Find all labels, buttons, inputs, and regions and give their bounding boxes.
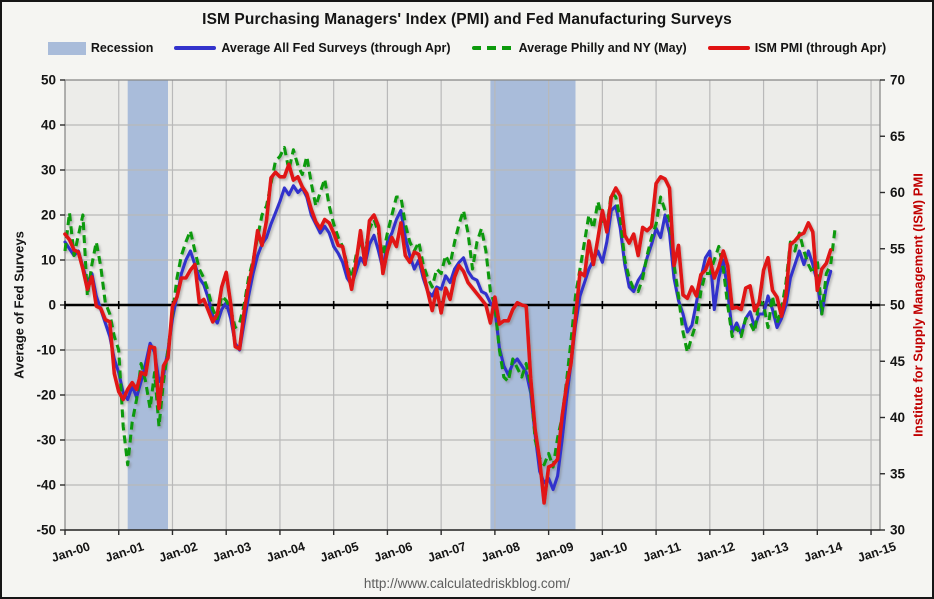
y-right-tick-label: 70 bbox=[890, 73, 905, 88]
legend-label-fed-surveys: Average All Fed Surveys (through Apr) bbox=[221, 41, 451, 55]
x-tick-labels: Jan-00 Jan-01 Jan-02 Jan-03 Jan-04 Jan-05 Jan-… bbox=[50, 539, 898, 565]
x-tick-label: Jan-15 bbox=[856, 539, 898, 565]
y-right-tick-label: 55 bbox=[890, 241, 906, 256]
x-tick-label: Jan-00 bbox=[50, 539, 92, 565]
y-right-tick-label: 30 bbox=[890, 523, 905, 538]
x-tick-label: Jan-01 bbox=[104, 539, 146, 565]
y-left-tick-label: 30 bbox=[41, 163, 56, 178]
y-left-tick-labels: 50 40 30 20 10 0 -10 -20 -30 -40 -50 bbox=[36, 73, 56, 538]
green-dashed-swatch bbox=[471, 46, 514, 50]
legend-item-ism-pmi: ISM PMI (through Apr) bbox=[707, 41, 887, 55]
legend-item-fed-surveys: Average All Fed Surveys (through Apr) bbox=[174, 41, 451, 55]
legend-label-ism-pmi: ISM PMI (through Apr) bbox=[754, 41, 887, 55]
series-line-ism-pmi-through-apr- bbox=[63, 162, 833, 505]
y-left-tick-label: 20 bbox=[41, 208, 56, 223]
x-tick-label: Jan-12 bbox=[695, 539, 737, 565]
y-left-tick-label: 40 bbox=[41, 118, 56, 133]
x-tick-label: Jan-04 bbox=[265, 539, 307, 565]
red-line-swatch bbox=[707, 46, 750, 50]
x-tick-label: Jan-07 bbox=[426, 539, 468, 565]
x-tick-label: Jan-06 bbox=[372, 539, 414, 565]
legend-label-recession: Recession bbox=[90, 41, 154, 55]
legend: Recession Average All Fed Surveys (throu… bbox=[2, 41, 932, 55]
legend-item-recession: Recession bbox=[47, 41, 154, 55]
y-right-tick-label: 50 bbox=[890, 298, 905, 313]
y-left-tick-label: 10 bbox=[41, 253, 56, 268]
recession-swatch bbox=[47, 41, 86, 55]
x-tick-label: Jan-03 bbox=[211, 539, 253, 565]
x-tick-label: Jan-11 bbox=[641, 540, 682, 565]
y-left-tick-label: -10 bbox=[36, 343, 56, 358]
x-tick-label: Jan-13 bbox=[748, 539, 790, 565]
x-tick-label: Jan-14 bbox=[802, 539, 844, 565]
y-left-tick-label: -50 bbox=[36, 523, 56, 538]
y-right-tick-label: 35 bbox=[890, 466, 906, 481]
y-left-axis-title: Average of Fed Surveys bbox=[11, 231, 27, 379]
x-tick-label: Jan-09 bbox=[533, 539, 575, 565]
y-left-tick-label: -40 bbox=[36, 478, 56, 493]
y-right-tick-labels: 70 65 60 55 50 45 40 35 30 bbox=[890, 73, 906, 538]
footer-url: http://www.calculatedriskblog.com/ bbox=[363, 576, 571, 591]
series-line-average-all-fed-surveys-through-apr- bbox=[63, 184, 833, 492]
y-right-tick-label: 60 bbox=[890, 185, 905, 200]
y-left-tick-label: 50 bbox=[41, 73, 56, 88]
x-tick-label: Jan-05 bbox=[318, 539, 360, 565]
y-right-tick-label: 65 bbox=[890, 129, 906, 144]
y-right-tick-label: 40 bbox=[890, 410, 905, 425]
y-left-tick-label: -30 bbox=[36, 433, 56, 448]
blue-line-swatch bbox=[174, 46, 217, 50]
legend-item-philly-ny: Average Philly and NY (May) bbox=[471, 41, 687, 55]
y-right-tick-label: 45 bbox=[890, 354, 906, 369]
x-tick-label: Jan-10 bbox=[587, 539, 629, 565]
x-tick-label: Jan-08 bbox=[480, 539, 522, 565]
x-tick-label: Jan-02 bbox=[157, 539, 199, 565]
series-line-average-philly-and-ny-may- bbox=[63, 145, 837, 469]
y-left-tick-label: -20 bbox=[36, 388, 56, 403]
series-lines bbox=[63, 145, 837, 505]
y-left-tick-label: 0 bbox=[48, 298, 56, 313]
zero-line bbox=[64, 301, 880, 309]
y-right-axis-title: Institute for Supply Management (ISM) PM… bbox=[910, 173, 926, 437]
chart-title: ISM Purchasing Managers' Index (PMI) and… bbox=[202, 11, 732, 28]
legend-label-philly-ny: Average Philly and NY (May) bbox=[518, 41, 687, 55]
